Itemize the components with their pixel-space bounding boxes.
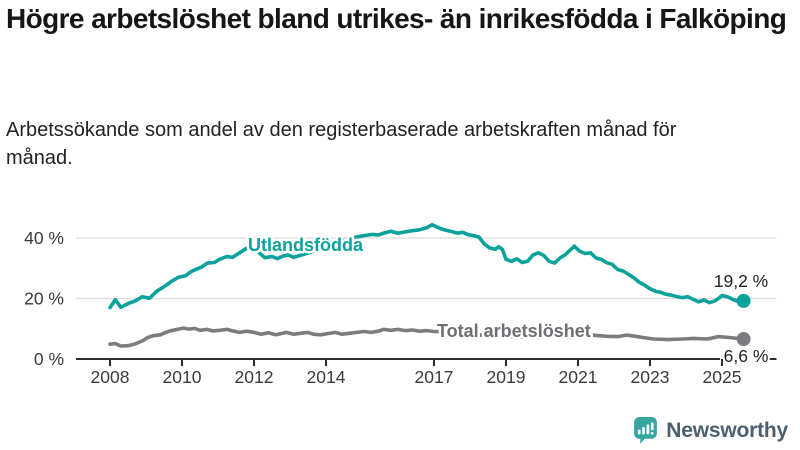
x-axis-tick-label: 2023 — [631, 367, 670, 387]
end-dot-total-arbetsloshet — [736, 332, 751, 347]
y-axis-tick-label: 20 % — [24, 289, 64, 309]
x-axis-tick-label: 2012 — [235, 367, 274, 387]
x-axis-tick-label: 2014 — [307, 367, 346, 387]
series-line-utlandsfodda — [108, 222, 746, 310]
end-dot-utlandsfodda — [736, 293, 751, 308]
x-axis-tick-label: 2019 — [487, 367, 526, 387]
x-axis-tick-label: 2021 — [559, 367, 598, 387]
y-axis-tick-label: 40 % — [24, 228, 64, 248]
series-line-total-arbetsloshet — [108, 326, 746, 348]
footer-brand[interactable]: Newsworthy — [633, 416, 788, 445]
end-value-label-utlandsfodda: 19,2 % — [714, 271, 768, 291]
x-axis-tick-label: 2017 — [415, 367, 454, 387]
chart-subtitle: Arbetssökande som andel av den registerb… — [6, 119, 677, 169]
x-axis-tick-label: 2025 — [703, 367, 742, 387]
x-axis-tick-label: 2008 — [91, 367, 130, 387]
brand-name: Newsworthy — [666, 418, 788, 442]
newsworthy-logo-icon — [634, 417, 658, 444]
series-label-total-arbetsloshet: Total arbetslöshet — [437, 321, 591, 341]
page-title: Högre arbetslöshet bland utrikes- än inr… — [6, 3, 787, 34]
x-axis-tick-label: 2010 — [163, 367, 202, 387]
y-axis-tick-label: 0 % — [34, 349, 64, 369]
series-label-utlandsfodda: Utlandsfödda — [248, 235, 364, 255]
end-value-label-total-arbetsloshet: 6,6 % — [724, 346, 769, 366]
